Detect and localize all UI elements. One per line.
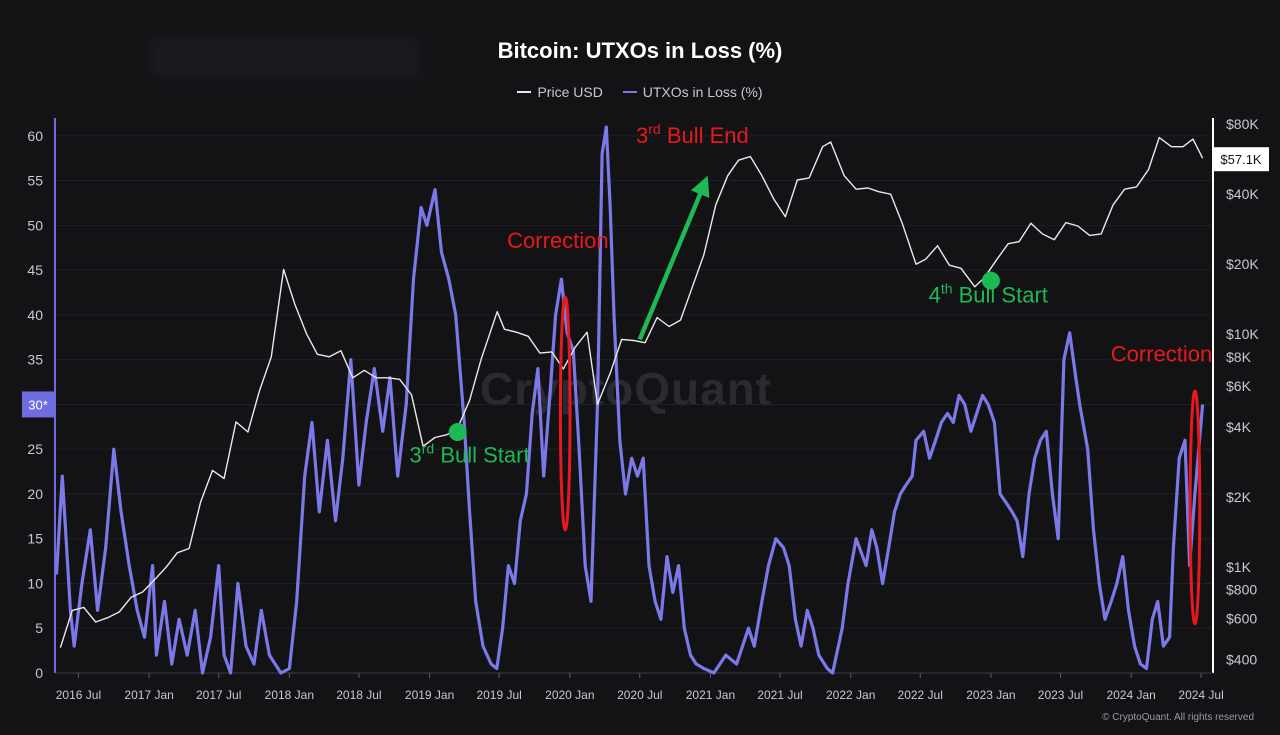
y-left-tick-label: 55 [27,173,43,189]
y-right-tick-label: $10K [1226,326,1259,342]
y-left-tick-label: 45 [27,262,43,278]
legend-item-price[interactable]: Price USD [517,84,603,100]
y-left-tick-label: 50 [27,217,43,233]
annotation-arrow-shaft [637,184,706,341]
annotation-text-label: Bull End [661,123,749,148]
annotation-dot [981,271,1000,290]
x-tick-label: 2017 Jul [196,688,241,702]
annotation-text-number: 3 [410,443,422,468]
x-tick-label: 2023 Jul [1038,688,1083,702]
y-right-tick-label: $600 [1226,611,1257,627]
x-tick-label: 2019 Jul [476,688,521,702]
annotation-text-label: Bull Start [434,443,529,468]
watermark: CryptoQuant [480,363,773,415]
y-right-tick-label: $4K [1226,419,1252,435]
annotation-text-number: 4 [929,282,941,307]
legend-swatch-price [517,91,532,93]
blurred-logo [150,38,420,78]
annotation-ellipse [558,295,572,532]
annotation-arrow-head [690,175,710,199]
annotation-text: 4th Bull Start [929,280,1048,307]
chart-legend: Price USD UTXOs in Loss (%) [0,80,1280,100]
y-left-tick-label: 0 [35,665,43,681]
y-left-tick-label: 10 [27,575,43,591]
annotation-text: Correction [507,228,608,253]
x-tick-label: 2018 Jan [265,688,314,702]
annotation-text-ordinal: rd [422,441,434,457]
y-right-tick-label: $6K [1226,378,1252,394]
legend-label-price: Price USD [537,84,603,100]
legend-label-utxo: UTXOs in Loss (%) [642,84,763,100]
y-right-tick-label: $40K [1226,186,1259,202]
y-left-tick-label: 60 [27,128,43,144]
y-left-tick-label: 40 [27,307,43,323]
annotation-text: Correction [1111,341,1212,366]
y-right-tick-label: $400 [1226,652,1257,668]
series-line-price-usd [59,136,1204,648]
x-tick-label: 2021 Jan [686,688,735,702]
legend-item-utxo[interactable]: UTXOs in Loss (%) [622,84,763,100]
x-tick-label: 2022 Jul [898,688,943,702]
y-left-tick-label: 25 [27,441,43,457]
credit-text: © CryptoQuant. All rights reserved [1102,712,1254,723]
y-right-tick-label: $800 [1226,581,1257,597]
y-right-tick-label: $20K [1226,256,1259,272]
y-right-tick-label: $1K [1226,559,1252,575]
annotation-dot [448,423,467,442]
x-tick-label: 2020 Jan [545,688,594,702]
current-price-label: $57.1K [1220,152,1262,167]
x-tick-label: 2021 Jul [757,688,802,702]
annotation-text-number: 3 [636,123,648,148]
annotation-text: 3rd Bull Start [410,441,530,468]
current-utxo-label: 30* [28,397,48,412]
y-right-tick-label: $2K [1226,489,1252,505]
y-left-tick-label: 15 [27,531,43,547]
annotation-text-ordinal: th [941,280,953,296]
current-price-marker [1214,147,1269,172]
y-left-tick-label: 20 [27,486,43,502]
x-tick-label: 2018 Jul [336,688,381,702]
y-right-tick-label: $80K [1226,116,1259,132]
y-left-tick-label: 5 [35,620,43,636]
annotation-ellipse [1188,389,1202,626]
x-tick-label: 2024 Jan [1106,688,1155,702]
annotation-text-ordinal: rd [648,121,660,137]
x-tick-label: 2017 Jan [124,688,173,702]
x-tick-label: 2019 Jan [405,688,454,702]
x-tick-label: 2023 Jan [966,688,1015,702]
y-left-tick-label: 35 [27,352,43,368]
x-tick-label: 2024 Jul [1178,688,1223,702]
x-tick-label: 2022 Jan [826,688,875,702]
series-line-utxos-in-loss [54,125,1205,675]
current-utxo-marker [22,391,55,418]
x-tick-label: 2020 Jul [617,688,662,702]
legend-swatch-utxo [622,91,637,93]
annotation-text: 3rd Bull End [636,121,749,148]
chart-title: Bitcoin: UTXOs in Loss (%) [497,38,783,63]
annotation-text-label: Bull Start [953,282,1048,307]
x-tick-label: 2016 Jul [56,688,101,702]
y-right-tick-label: $8K [1226,349,1252,365]
